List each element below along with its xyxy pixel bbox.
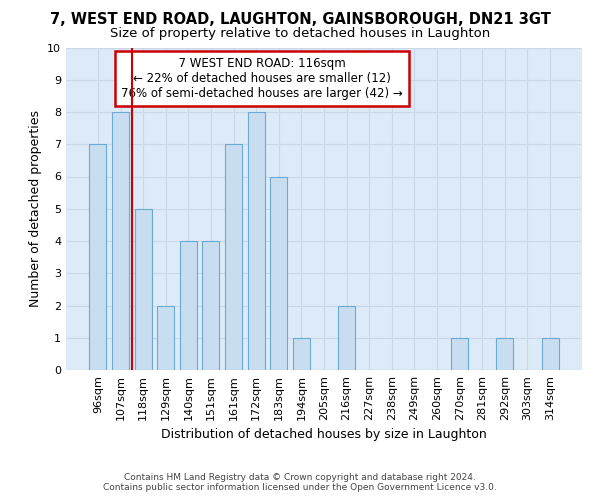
Bar	[293, 338, 310, 370]
Bar	[180, 241, 197, 370]
Bar	[157, 306, 174, 370]
Bar	[451, 338, 468, 370]
Bar	[542, 338, 559, 370]
Bar	[202, 241, 220, 370]
Text: 7 WEST END ROAD: 116sqm  
← 22% of detached houses are smaller (12)
76% of semi-: 7 WEST END ROAD: 116sqm ← 22% of detache…	[121, 57, 403, 100]
Bar	[89, 144, 106, 370]
Bar	[338, 306, 355, 370]
Bar	[112, 112, 129, 370]
Bar	[134, 209, 152, 370]
Bar	[248, 112, 265, 370]
X-axis label: Distribution of detached houses by size in Laughton: Distribution of detached houses by size …	[161, 428, 487, 442]
Text: 7, WEST END ROAD, LAUGHTON, GAINSBOROUGH, DN21 3GT: 7, WEST END ROAD, LAUGHTON, GAINSBOROUGH…	[50, 12, 550, 28]
Text: Contains HM Land Registry data © Crown copyright and database right 2024.
Contai: Contains HM Land Registry data © Crown c…	[103, 473, 497, 492]
Y-axis label: Number of detached properties: Number of detached properties	[29, 110, 41, 307]
Bar	[496, 338, 514, 370]
Bar	[271, 176, 287, 370]
Bar	[225, 144, 242, 370]
Text: Size of property relative to detached houses in Laughton: Size of property relative to detached ho…	[110, 28, 490, 40]
